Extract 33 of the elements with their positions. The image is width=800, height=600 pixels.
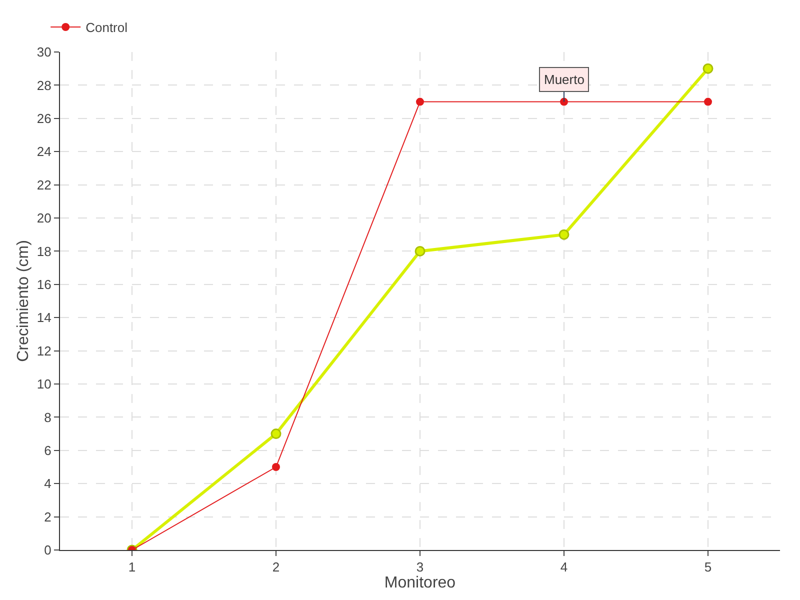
y-tick-label: 0 <box>44 542 52 558</box>
point <box>560 98 568 106</box>
point <box>414 246 426 256</box>
point <box>702 63 714 74</box>
point <box>416 98 424 106</box>
y-tick-label: 22 <box>36 177 52 192</box>
y-tick-label: 10 <box>36 376 52 392</box>
y-axis-title: Crecimiento (cm) <box>14 240 32 362</box>
legend-label: Control <box>86 20 128 36</box>
x-tick-label: 3 <box>416 560 424 575</box>
annotation: Muerto <box>544 72 584 87</box>
y-tick-label: 28 <box>36 78 52 93</box>
point <box>270 428 282 440</box>
y-tick-label: 14 <box>36 310 52 326</box>
y-tick-label: 8 <box>44 410 52 425</box>
point <box>558 229 570 240</box>
y-tick-label: 18 <box>36 244 52 259</box>
x-tick-label: 2 <box>272 560 280 575</box>
x-axis-title: Monitoreo <box>384 574 456 592</box>
y-tick-label: 16 <box>36 276 52 292</box>
x-tick-label: 5 <box>704 560 712 575</box>
y-tick-label: 12 <box>36 343 52 358</box>
y-tick-label: 2 <box>44 509 52 524</box>
point <box>272 463 280 471</box>
y-tick-label: 6 <box>44 442 52 458</box>
y-tick-label: 26 <box>36 110 52 126</box>
y-tick-label: 24 <box>36 144 52 160</box>
point <box>704 98 712 106</box>
y-tick-label: 4 <box>44 476 52 492</box>
y-tick-label: 20 <box>36 210 52 226</box>
y-tick-label: 30 <box>36 44 52 60</box>
x-tick-label: 1 <box>128 560 136 575</box>
x-tick-label: 4 <box>560 560 568 575</box>
